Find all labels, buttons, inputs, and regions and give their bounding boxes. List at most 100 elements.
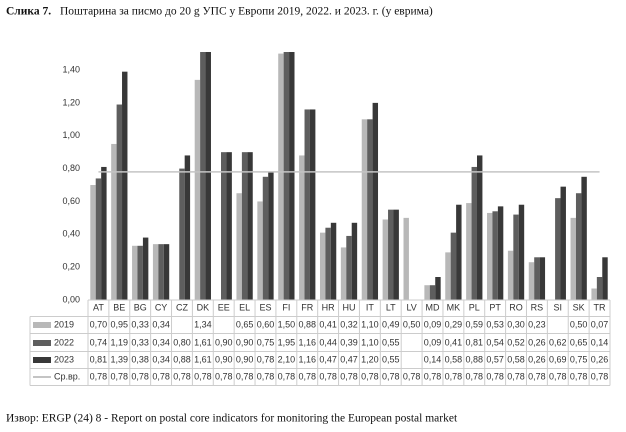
bar xyxy=(116,104,123,300)
bar xyxy=(340,247,347,300)
bar xyxy=(497,206,504,300)
bar xyxy=(101,166,107,300)
table-value: 1,61 xyxy=(194,354,212,364)
bar xyxy=(450,232,457,300)
bar xyxy=(382,219,389,300)
y-tick-label: 0,00 xyxy=(62,294,80,304)
table-value: 1,61 xyxy=(194,337,212,347)
table-value: 0,90 xyxy=(236,337,254,347)
bar xyxy=(226,152,232,300)
bar xyxy=(122,71,128,300)
x-tick-label: RS xyxy=(531,302,544,312)
bar xyxy=(257,201,263,300)
table-value: 0,14 xyxy=(424,354,442,364)
x-tick-label: ES xyxy=(259,302,271,312)
x-tick-label: IT xyxy=(366,302,375,312)
bar xyxy=(424,285,430,300)
bar xyxy=(602,257,608,300)
table-value: 0,78 xyxy=(549,371,567,381)
plot-area xyxy=(90,52,608,300)
y-tick-label: 1,20 xyxy=(62,97,80,107)
table-value: 0,33 xyxy=(131,319,149,329)
bar xyxy=(304,109,310,300)
table-value: 0,78 xyxy=(152,371,170,381)
x-tick-label: LT xyxy=(386,302,396,312)
bar xyxy=(194,79,201,300)
table-value: 0,55 xyxy=(382,354,400,364)
bar xyxy=(367,119,373,300)
bar xyxy=(372,102,379,300)
x-tick-label: FR xyxy=(301,302,313,312)
bar xyxy=(179,168,185,300)
table-value: 0,78 xyxy=(111,371,129,381)
bar xyxy=(429,285,436,300)
table-value: 0,49 xyxy=(382,319,400,329)
table-value: 0,62 xyxy=(549,337,567,347)
bar xyxy=(278,53,284,300)
bar xyxy=(309,109,316,300)
bar xyxy=(200,52,206,300)
bar xyxy=(591,288,597,300)
table-value: 0,14 xyxy=(591,337,609,347)
bar xyxy=(476,155,483,300)
y-tick-label: 0,20 xyxy=(62,262,80,272)
table-value: 0,26 xyxy=(528,337,546,347)
table-value: 0,58 xyxy=(445,354,463,364)
table-value: 0,78 xyxy=(361,371,379,381)
bar xyxy=(330,222,337,300)
table-value: 0,32 xyxy=(340,319,358,329)
bar xyxy=(142,237,149,300)
x-tick-label: SK xyxy=(573,302,585,312)
table-value: 0,78 xyxy=(466,371,484,381)
bar xyxy=(575,193,582,300)
x-tick-label: LV xyxy=(406,302,416,312)
table-value: 0,88 xyxy=(298,319,316,329)
x-tick-label: EE xyxy=(218,302,230,312)
x-tick-label: SI xyxy=(554,302,563,312)
source-note: Извор: ERGP (24) 8 - Report on postal co… xyxy=(6,413,458,425)
table-value: 0,23 xyxy=(528,319,546,329)
table-value: 0,58 xyxy=(507,354,525,364)
table-value: 0,50 xyxy=(403,319,421,329)
table-value: 0,47 xyxy=(319,354,337,364)
y-tick-label: 1,40 xyxy=(62,64,80,74)
legend-label: 2022 xyxy=(54,337,74,347)
bar xyxy=(319,232,326,300)
bar xyxy=(518,204,525,300)
bar xyxy=(90,185,96,300)
table-value: 0,78 xyxy=(486,371,504,381)
bar xyxy=(289,52,295,300)
x-tick-label: EL xyxy=(239,302,250,312)
table-value: 0,70 xyxy=(90,319,108,329)
bar xyxy=(137,245,143,300)
y-tick-label: 0,60 xyxy=(62,196,80,206)
bar xyxy=(487,212,493,300)
bar xyxy=(528,262,535,300)
bar xyxy=(241,152,248,300)
x-tick-label: FI xyxy=(282,302,290,312)
table-value: 0,78 xyxy=(424,371,442,381)
table-value: 0,81 xyxy=(466,337,484,347)
table-value: 0,78 xyxy=(257,371,275,381)
x-tick-label: MK xyxy=(447,302,461,312)
x-tick-label: PL xyxy=(469,302,480,312)
table-value: 2,10 xyxy=(278,354,296,364)
x-tick-label: BE xyxy=(113,302,125,312)
bar xyxy=(158,244,164,300)
bar xyxy=(388,209,394,300)
table-value: 0,38 xyxy=(131,354,149,364)
table-value: 0,81 xyxy=(90,354,108,364)
bar xyxy=(152,244,159,300)
table-value: 0,78 xyxy=(90,371,108,381)
bar xyxy=(435,277,441,300)
y-tick-label: 1,00 xyxy=(62,130,80,140)
bar xyxy=(351,222,358,300)
table-value: 0,78 xyxy=(445,371,463,381)
table-value: 0,44 xyxy=(319,337,337,347)
y-tick-label: 0,80 xyxy=(62,163,80,173)
table-value: 0,78 xyxy=(319,371,337,381)
bar xyxy=(346,235,352,300)
bar xyxy=(262,176,269,300)
legend-swatch xyxy=(33,357,51,363)
table-value: 0,78 xyxy=(403,371,421,381)
